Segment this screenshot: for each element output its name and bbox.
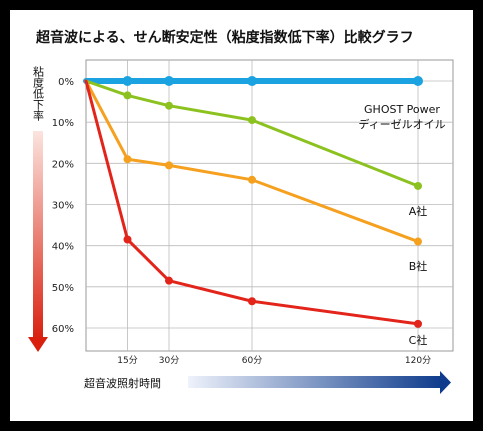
series-2-point-15 [123,155,132,164]
line-chart: 超音波による、せん断安定性（粘度指数低下率）比較グラフ 粘度低下率 0% 10% 2… [28,29,454,394]
series-1-point-120 [414,181,422,190]
series-0-point-120 [413,76,423,86]
y-tick-label-30: 30% [52,201,74,212]
chart-title: 超音波による、せん断安定性（粘度指数低下率）比較グラフ [35,29,414,46]
x-axis-arrow-shaft [188,376,442,388]
series-1-point-15 [123,91,132,100]
series-3-point-15 [123,235,132,244]
series-1-point-30 [165,101,173,110]
y-tick-label-0: 0% [58,77,74,88]
series-label-0-line-1: ディーゼルオイル [358,117,445,131]
series-label-3-line-0: C社 [409,333,428,347]
series-label-0-line-0: GHOST Power [364,103,440,116]
x-tick-label-60: 60分 [242,355,262,366]
series-label-2-line-0: B社 [409,259,428,273]
series-0-point-60 [247,76,257,86]
x-ticks: 15分 30分 60分 120分 [117,355,431,366]
y-tick-label-40: 40% [52,242,74,253]
series-2-point-60 [248,175,256,184]
series-1-point-60 [248,116,256,125]
x-tick-label-120: 120分 [405,355,431,366]
series-3-point-120 [414,319,422,328]
series-2-point-30 [165,161,173,170]
series-2-point-120 [414,237,422,246]
y-ticks: 0% 10% 20% 30% 40% 50% 60% [52,77,74,335]
y-tick-label-10: 10% [52,118,74,129]
series-0-point-15 [122,76,133,86]
y-axis-label: 粘度低下率 [32,65,45,122]
y-tick-label-60: 60% [52,324,74,335]
y-tick-label-50: 50% [52,283,74,294]
y-axis-arrow-head [28,337,48,352]
x-axis-arrow-head [440,371,451,394]
x-axis-label: 超音波照射時間 [84,376,161,390]
series-0-point-30 [164,76,174,86]
x-tick-label-30: 30分 [159,355,179,366]
y-tick-label-20: 20% [52,159,74,170]
y-axis-arrow-shaft [33,131,43,339]
series-3-point-30 [165,276,173,285]
chart-frame: 超音波による、せん断安定性（粘度指数低下率）比較グラフ 粘度低下率 0% 10% 2… [10,10,473,421]
series-label-1-line-0: A社 [409,204,428,218]
x-tick-label-15: 15分 [117,355,137,366]
series-3-point-60 [248,297,256,306]
series [83,76,423,328]
